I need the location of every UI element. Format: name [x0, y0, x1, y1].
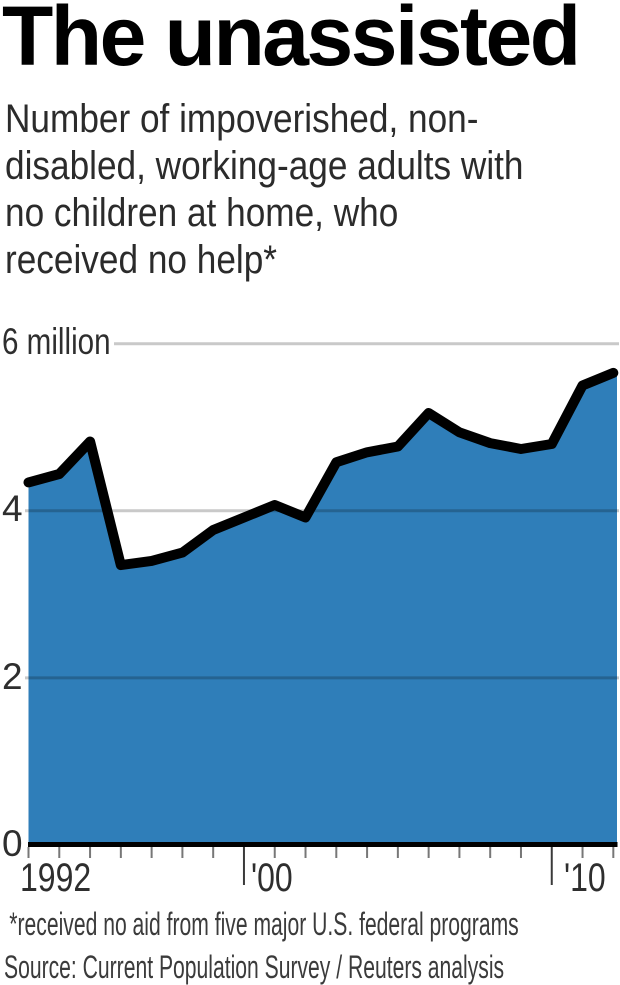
chart-title: The unassisted	[2, 0, 581, 83]
y-axis-label-6-million: 6 million	[2, 321, 111, 362]
y-axis-label-2: 2	[2, 656, 23, 697]
y-axis-label-4: 4	[2, 488, 23, 529]
subtitle-line: received no help*	[5, 238, 278, 282]
x-axis-label-1992: 1992	[20, 856, 92, 900]
x-axis-label-00: '00	[251, 856, 293, 900]
chart-subtitle: Number of impoverished, non- disabled, w…	[5, 96, 524, 284]
subtitle-line: Number of impoverished, non-	[5, 97, 479, 141]
chart-footer: *received no aid from five major U.S. fe…	[4, 903, 519, 985]
subtitle-line: disabled, working-age adults with	[5, 144, 524, 188]
footnote: *received no aid from five major U.S. fe…	[9, 906, 519, 942]
source-line: Source: Current Population Survey / Reut…	[4, 949, 505, 985]
subtitle-line: no children at home, who	[5, 191, 399, 235]
y-axis-label-0: 0	[2, 823, 23, 864]
x-axis-label-10: '10	[564, 856, 606, 900]
